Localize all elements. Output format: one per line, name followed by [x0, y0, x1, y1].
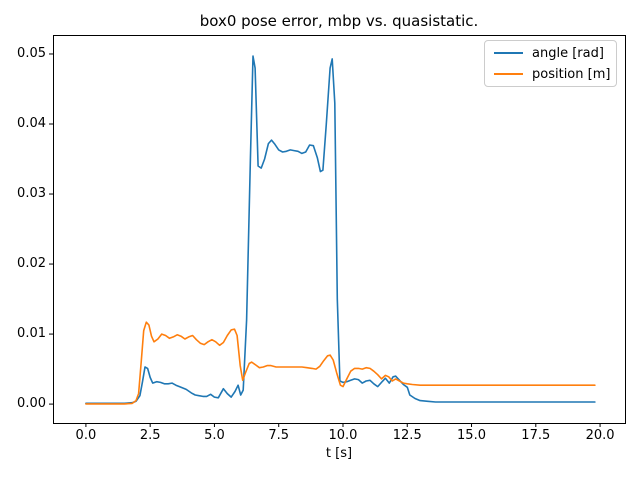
legend-label-position: position [m]: [532, 66, 611, 82]
x-tick-label: 5.0: [204, 428, 225, 443]
x-tick-label: 2.5: [139, 428, 161, 443]
legend-entry-position: position [m]: [494, 66, 616, 83]
x-tick-label: 20.0: [585, 428, 615, 443]
x-tick-label: 17.5: [521, 428, 551, 443]
x-tick-label: 10.0: [328, 428, 358, 443]
x-tick-label: 0.0: [75, 428, 97, 443]
series-line-position: [85, 321, 596, 405]
legend-line-sample-angle-icon: [494, 52, 523, 54]
chart-title: box0 pose error, mbp vs. quasistatic.: [199, 12, 479, 30]
legend-entry-angle: angle [rad]: [494, 45, 616, 62]
series-line-angle: [85, 55, 596, 405]
x-tick-label: 12.5: [392, 428, 422, 443]
y-tick-label: 0.04: [17, 115, 46, 131]
legend-line-sample-position-icon: [494, 73, 523, 75]
legend: angle [rad] position [m]: [484, 40, 617, 87]
y-tick-label: 0.01: [17, 326, 46, 342]
y-tick-label: 0.00: [17, 396, 46, 412]
x-tick-label: 15.0: [457, 428, 486, 443]
x-tick-label: 7.5: [268, 428, 290, 443]
y-tick-label: 0.03: [17, 186, 46, 202]
x-axis-label: t [s]: [325, 446, 353, 461]
axes-spines: [53, 35, 626, 424]
y-tick-label: 0.05: [17, 45, 46, 61]
y-tick-label: 0.02: [17, 256, 46, 272]
legend-label-angle: angle [rad]: [532, 45, 604, 61]
